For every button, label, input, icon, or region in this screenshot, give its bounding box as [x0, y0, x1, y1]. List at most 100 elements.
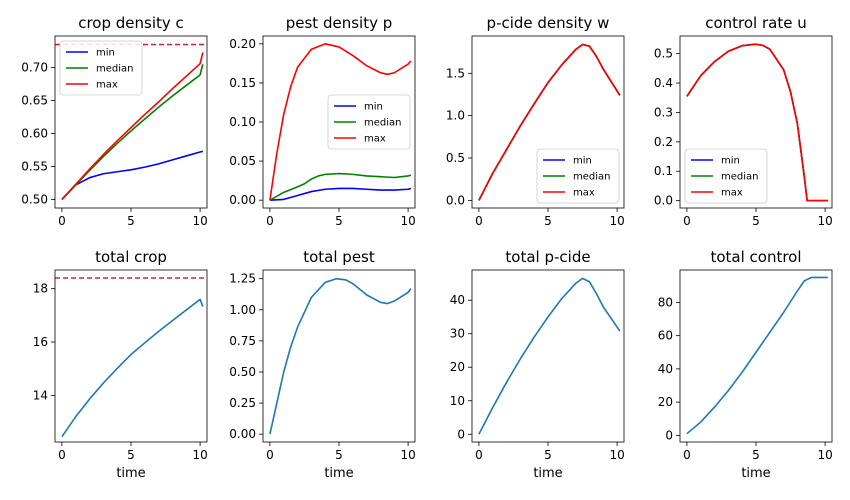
subplot-5: total crop 0 5 10 14 16 18 time [33, 248, 208, 481]
x-tick-label: 5 [544, 448, 552, 462]
x-axis-label: time [533, 466, 562, 481]
legend-label: min [364, 102, 383, 113]
x-tick-label: 0 [58, 448, 66, 462]
series-line-value [61, 298, 204, 438]
series-line-value [269, 277, 412, 435]
plot-area [269, 43, 412, 201]
x-tick-label: 0 [58, 214, 66, 228]
series-line-max [269, 43, 412, 201]
y-tick-label: 0.0 [446, 193, 465, 207]
y-tick-label: 14 [33, 388, 48, 402]
legend-label: max [364, 134, 386, 145]
y-tick-label: 0.25 [229, 396, 256, 410]
axes-frame [262, 269, 416, 443]
subplot-1: crop density c 0 5 10 0.50 0.55 0.60 0.65 0.70 mi… [21, 14, 207, 228]
x-tick-label: 10 [192, 214, 207, 228]
y-tick-label: 30 [450, 327, 465, 341]
y-tick-label: 0.4 [654, 76, 673, 90]
series-line-max [61, 52, 204, 200]
series-line-max [478, 43, 621, 201]
x-tick-label: 10 [609, 214, 624, 228]
axes-frame [679, 269, 833, 443]
legend-label: max [721, 188, 743, 199]
chart-title: p-cide density w [487, 14, 610, 32]
axes-frame [679, 35, 833, 209]
subplot-3: p-cide density w 0 5 10 0.0 0.5 1.0 1.5 min media… [446, 14, 625, 228]
y-tick-label: 1.5 [446, 66, 465, 80]
subplot-7: total p-cide 0 5 10 0 10 20 30 40 time [450, 248, 625, 481]
plot-area [478, 277, 621, 435]
legend-box [684, 148, 768, 204]
y-tick-label: 0.50 [21, 192, 48, 206]
y-tick-label: 1.0 [446, 109, 465, 123]
y-tick-label: 0.00 [229, 193, 256, 207]
y-tick-label: 0.20 [229, 37, 256, 51]
plot-area [269, 277, 412, 435]
y-tick-label: 0.15 [229, 76, 256, 90]
x-tick-label: 0 [266, 214, 274, 228]
y-tick-label: 0 [457, 427, 465, 441]
x-tick-label: 0 [683, 448, 691, 462]
x-tick-label: 0 [475, 214, 483, 228]
x-tick-label: 5 [335, 214, 343, 228]
y-tick-label: 0.00 [229, 427, 256, 441]
plot-area [55, 277, 207, 438]
y-tick-label: 10 [450, 394, 465, 408]
series-line-median [269, 172, 412, 201]
y-tick-label: 0.65 [21, 94, 48, 108]
x-tick-label: 5 [544, 214, 552, 228]
x-tick-label: 10 [400, 214, 415, 228]
legend-label: min [96, 48, 115, 59]
y-tick-label: 0.70 [21, 61, 48, 75]
legend: min median max [59, 40, 143, 96]
legend-box [536, 148, 620, 204]
y-tick-label: 40 [450, 293, 465, 307]
y-tick-label: 20 [658, 395, 673, 409]
x-axis-label: time [116, 466, 145, 481]
y-tick-label: 0.55 [21, 159, 48, 173]
x-tick-label: 10 [400, 448, 415, 462]
x-tick-label: 0 [475, 448, 483, 462]
y-tick-label: 40 [658, 362, 673, 376]
y-tick-label: 0.10 [229, 115, 256, 129]
plot-area [686, 43, 828, 202]
legend-label: max [573, 188, 595, 199]
chart-title: pest density p [286, 14, 393, 32]
x-tick-label: 10 [609, 448, 624, 462]
y-tick-label: 60 [658, 329, 673, 343]
y-tick-label: 0.5 [446, 151, 465, 165]
y-tick-label: 0 [665, 428, 673, 442]
x-tick-label: 10 [817, 448, 832, 462]
y-tick-label: 0.50 [229, 365, 256, 379]
y-tick-label: 0.75 [229, 334, 256, 348]
series-line-max [686, 43, 828, 202]
subplot-6: total pest 0 5 10 0.00 0.25 0.50 0.75 1.00 1.25 ti… [229, 248, 415, 481]
legend-label: min [721, 156, 740, 167]
chart-title: crop density c [78, 14, 184, 32]
axes-frame [54, 269, 208, 443]
y-tick-label: 0.5 [654, 47, 673, 61]
y-tick-label: 1.25 [229, 272, 256, 286]
x-tick-label: 5 [127, 448, 135, 462]
axes-frame [471, 269, 625, 443]
x-tick-label: 0 [683, 214, 691, 228]
x-tick-label: 5 [335, 448, 343, 462]
series-line-value [478, 277, 621, 435]
y-tick-label: 16 [33, 335, 48, 349]
legend-label: median [364, 118, 402, 129]
chart-title: control rate u [705, 14, 807, 32]
y-tick-label: 1.00 [229, 303, 256, 317]
x-tick-label: 0 [266, 448, 274, 462]
x-tick-label: 10 [817, 214, 832, 228]
legend: min median max [684, 148, 768, 204]
legend-label: min [573, 156, 592, 167]
legend: min median max [536, 148, 620, 204]
y-tick-label: 80 [658, 295, 673, 309]
x-tick-label: 5 [752, 448, 760, 462]
legend-box [59, 40, 143, 96]
subplot-8: total control 0 5 10 0 20 40 60 80 time [658, 248, 833, 481]
plot-area [478, 43, 621, 201]
series-line-median [61, 64, 204, 200]
x-axis-label: time [324, 466, 353, 481]
